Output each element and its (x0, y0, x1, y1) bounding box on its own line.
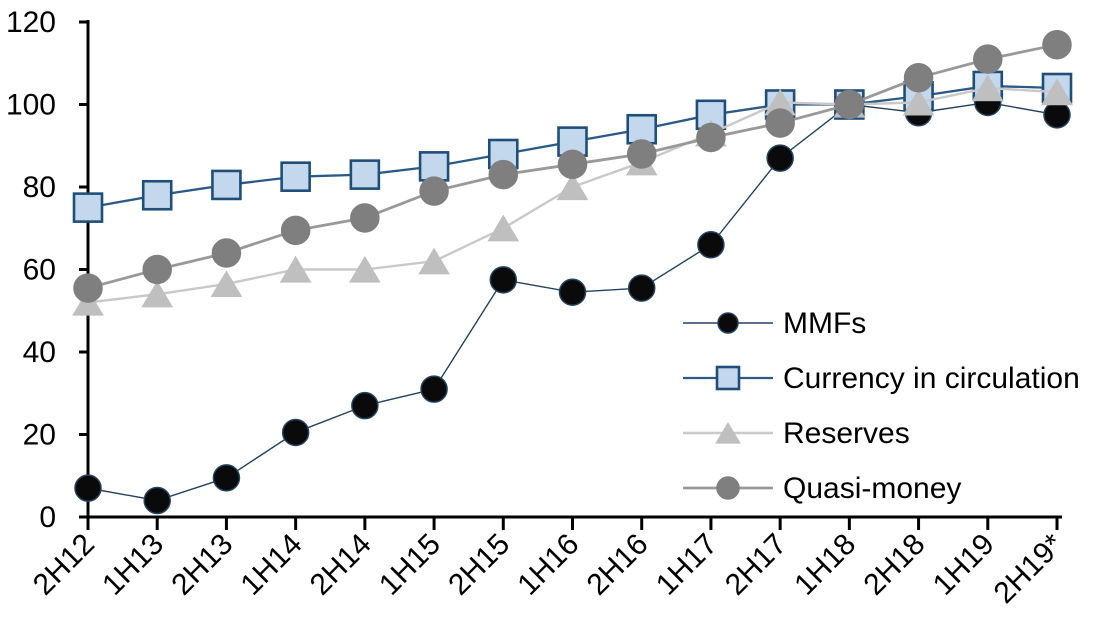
data-point-reserves (487, 214, 520, 242)
data-point-quasi-money (73, 273, 103, 303)
data-point-quasi-money (973, 44, 1003, 74)
legend-label-mmfs: MMFs (783, 307, 866, 340)
y-axis-tick-label: 0 (39, 501, 56, 534)
data-point-currency-in-circulation (349, 159, 381, 190)
data-point-quasi-money (765, 108, 795, 138)
data-point-reserves (279, 255, 312, 283)
legend-marker-currency-in-circulation (715, 365, 741, 391)
data-point-reserves (1041, 78, 1073, 106)
legend-marker-reserves (715, 421, 741, 444)
data-point-quasi-money (488, 159, 519, 190)
y-axis: 0 20 40 60 80 100 120 (6, 6, 90, 534)
data-point-quasi-money (280, 215, 311, 246)
data-point-quasi-money (211, 238, 242, 268)
y-axis-tick-label: 60 (23, 254, 56, 287)
legend-label-currency-in-circulation: Currency in circulation (783, 362, 1080, 395)
legend-item-currency-in-circulation: Currency in circulation (683, 362, 1080, 395)
data-point-reserves (418, 247, 450, 275)
legend-marker-mmfs (717, 312, 739, 334)
data-point-currency-in-circulation (280, 161, 311, 192)
legend-label-quasi-money: Quasi-money (783, 472, 961, 505)
data-point-mmfs (627, 274, 656, 302)
data-point-mmfs (143, 486, 171, 515)
legend-item-quasi-money: Quasi-money (683, 472, 961, 505)
legend-item-mmfs: MMFs (683, 307, 866, 340)
data-point-mmfs (766, 144, 794, 172)
data-point-mmfs (74, 474, 102, 502)
y-axis-tick-label: 100 (6, 89, 56, 122)
data-point-reserves (971, 74, 1004, 102)
data-point-mmfs (281, 418, 310, 447)
data-point-mmfs (489, 266, 518, 294)
legend: MMFs Currency in circulation Reserves Quasi… (683, 307, 1080, 505)
data-point-reserves (141, 280, 174, 308)
y-axis-tick-label: 120 (6, 6, 56, 39)
data-point-mmfs (420, 375, 448, 403)
data-point-reserves (348, 255, 381, 283)
data-point-currency-in-circulation (72, 192, 104, 223)
series-quasi-money (73, 29, 1072, 303)
data-point-currency-in-circulation (141, 179, 173, 211)
data-point-quasi-money (419, 176, 449, 206)
data-point-reserves (210, 270, 243, 298)
data-point-mmfs (351, 391, 379, 420)
data-point-mmfs (558, 278, 587, 306)
data-point-quasi-money (903, 62, 934, 93)
data-point-quasi-money (1042, 29, 1072, 60)
data-point-quasi-money (834, 89, 865, 120)
data-point-mmfs (1043, 101, 1071, 129)
data-point-quasi-money (626, 139, 657, 169)
y-axis-tick-label: 80 (23, 171, 56, 204)
y-axis-tick-label: 20 (23, 419, 56, 452)
data-point-reserves (556, 173, 589, 201)
data-point-currency-in-circulation (211, 169, 242, 201)
legend-item-reserves: Reserves (683, 417, 910, 450)
data-point-currency-in-circulation (626, 113, 658, 145)
data-point-currency-in-circulation (418, 151, 450, 182)
data-point-mmfs (697, 231, 725, 259)
data-point-quasi-money (350, 203, 380, 233)
legend-label-reserves: Reserves (783, 417, 910, 450)
data-point-quasi-money (142, 254, 172, 285)
data-point-quasi-money (557, 149, 588, 180)
legend-marker-quasi-money (716, 476, 740, 500)
y-axis-tick-label: 40 (23, 336, 56, 369)
data-point-reserves (902, 88, 935, 116)
data-point-mmfs (212, 464, 241, 492)
data-point-quasi-money (696, 122, 726, 153)
